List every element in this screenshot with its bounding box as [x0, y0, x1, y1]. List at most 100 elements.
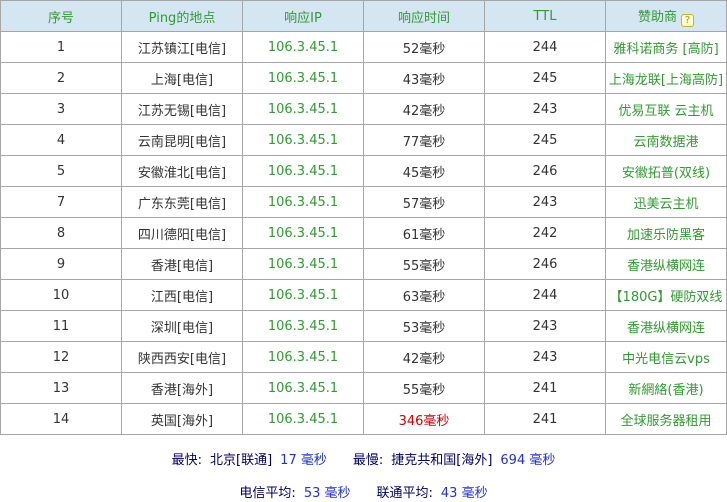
table-row: 14 英国[海外] 106.3.45.1 346毫秒 241 全球服务器租用 [0, 403, 727, 435]
cell-no: 7 [0, 186, 122, 218]
table-row: 11 深圳[电信] 106.3.45.1 53毫秒 243 香港纵横网连 [0, 310, 727, 342]
sponsor-link[interactable]: 香港纵横网连 [626, 258, 705, 274]
sponsor-link[interactable]: 加速乐防黑客 [626, 227, 705, 243]
cell-ip: 106.3.45.1 [242, 31, 364, 63]
cell-time: 63毫秒 [363, 279, 485, 311]
header-sponsor-label: 赞助商 [637, 9, 677, 25]
fastest-value: 17 毫秒 [280, 453, 327, 468]
sponsor-link[interactable]: 迅美云主机 [633, 196, 699, 212]
sponsor-link[interactable]: 云南数据港 [633, 134, 699, 150]
cell-ip: 106.3.45.1 [242, 372, 364, 404]
cell-ttl: 245 [484, 124, 606, 156]
cell-location: 四川德阳[电信] [121, 217, 243, 249]
cell-location: 陕西西安[电信] [121, 341, 243, 373]
cell-sponsor: 优易互联 云主机 [605, 93, 727, 125]
cell-no: 12 [0, 341, 122, 373]
cell-ip: 106.3.45.1 [242, 124, 364, 156]
cell-no: 8 [0, 217, 122, 249]
sponsor-link[interactable]: 上海龙联[上海高防] [608, 72, 724, 88]
cell-time: 55毫秒 [363, 248, 485, 280]
table-row: 13 香港[海外] 106.3.45.1 55毫秒 241 新網絡(香港) [0, 372, 727, 404]
cell-sponsor: 安徽拓普(双线) [605, 155, 727, 187]
fastest-location: 北京[联通] [210, 453, 273, 468]
sponsor-link[interactable]: 中光电信云vps [622, 351, 710, 367]
sponsor-link[interactable]: 雅科诺商务 [高防] [613, 41, 719, 57]
cell-location: 香港[电信] [121, 248, 243, 280]
cell-time: 57毫秒 [363, 186, 485, 218]
cell-location: 江苏无锡[电信] [121, 93, 243, 125]
table-row: 3 江苏无锡[电信] 106.3.45.1 42毫秒 243 优易互联 云主机 [0, 93, 727, 125]
cell-ttl: 246 [484, 155, 606, 187]
cell-no: 11 [0, 310, 122, 342]
cell-no: 9 [0, 248, 122, 280]
cell-ip: 106.3.45.1 [242, 217, 364, 249]
cell-sponsor: 加速乐防黑客 [605, 217, 727, 249]
cell-ip: 106.3.45.1 [242, 310, 364, 342]
cell-ttl: 243 [484, 93, 606, 125]
telecom-avg-value: 53 毫秒 [303, 486, 351, 501]
cell-ttl: 242 [484, 217, 606, 249]
sponsor-link[interactable]: 香港纵横网连 [626, 320, 705, 336]
cell-ttl: 241 [484, 372, 606, 404]
cell-ip: 106.3.45.1 [242, 403, 364, 435]
cell-sponsor: 中光电信云vps [605, 341, 727, 373]
cell-ttl: 241 [484, 403, 606, 435]
table-row: 8 四川德阳[电信] 106.3.45.1 61毫秒 242 加速乐防黑客 [0, 217, 727, 249]
cell-time: 45毫秒 [363, 155, 485, 187]
sponsor-link[interactable]: 新網絡(香港) [628, 382, 704, 398]
slowest-location: 捷克共和国[海外] [391, 453, 493, 468]
cell-no: 1 [0, 31, 122, 63]
cell-time: 43毫秒 [363, 62, 485, 94]
sponsor-link[interactable]: 全球服务器租用 [620, 413, 712, 429]
sponsor-link[interactable]: 优易互联 云主机 [618, 103, 714, 119]
averages-line: 电信平均: 53 毫秒 联通平均: 43 毫秒 [0, 482, 727, 501]
cell-no: 5 [0, 155, 122, 187]
cell-no: 13 [0, 372, 122, 404]
cell-ttl: 243 [484, 310, 606, 342]
table-header: 序号 Ping的地点 响应IP 响应时间 TTL 赞助商? [0, 0, 727, 32]
cell-sponsor: 香港纵横网连 [605, 310, 727, 342]
cell-ttl: 246 [484, 248, 606, 280]
cell-sponsor: 雅科诺商务 [高防] [605, 31, 727, 63]
cell-ip: 106.3.45.1 [242, 93, 364, 125]
table-body: 1 江苏镇江[电信] 106.3.45.1 52毫秒 244 雅科诺商务 [高防] 2 上海[… [0, 31, 727, 435]
cell-location: 江西[电信] [121, 279, 243, 311]
cell-time: 77毫秒 [363, 124, 485, 156]
cell-no: 2 [0, 62, 122, 94]
sponsor-link[interactable]: 安徽拓普(双线) [621, 165, 711, 181]
sponsor-link[interactable]: 【180G】硬防双线 [609, 289, 723, 305]
cell-location: 广东东莞[电信] [121, 186, 243, 218]
cell-ip: 106.3.45.1 [242, 279, 364, 311]
cell-location: 深圳[电信] [121, 310, 243, 342]
cell-no: 4 [0, 124, 122, 156]
cell-sponsor: 云南数据港 [605, 124, 727, 156]
summary-footer: 最快: 北京[联通] 17 毫秒 最慢: 捷克共和国[海外] 694 毫秒 电信平均: 53… [0, 449, 727, 501]
cell-time: 52毫秒 [363, 31, 485, 63]
cell-location: 香港[海外] [121, 372, 243, 404]
cell-ttl: 245 [484, 62, 606, 94]
cell-ip: 106.3.45.1 [242, 62, 364, 94]
cell-ttl: 243 [484, 341, 606, 373]
ping-results-table: 序号 Ping的地点 响应IP 响应时间 TTL 赞助商? 1 江苏镇江[电信] 1… [0, 0, 727, 435]
table-row: 7 广东东莞[电信] 106.3.45.1 57毫秒 243 迅美云主机 [0, 186, 727, 218]
fastest-label: 最快: [171, 453, 203, 468]
cell-no: 10 [0, 279, 122, 311]
cell-no: 3 [0, 93, 122, 125]
header-ip: 响应IP [242, 0, 364, 32]
unicom-avg-label: 联通平均: [376, 486, 433, 501]
table-row: 12 陕西西安[电信] 106.3.45.1 42毫秒 243 中光电信云vps [0, 341, 727, 373]
cell-ttl: 244 [484, 279, 606, 311]
slowest-value: 694 毫秒 [500, 453, 556, 468]
cell-sponsor: 全球服务器租用 [605, 403, 727, 435]
cell-ip: 106.3.45.1 [242, 186, 364, 218]
cell-location: 上海[电信] [121, 62, 243, 94]
help-icon[interactable]: ? [681, 13, 694, 27]
unicom-avg-value: 43 毫秒 [440, 486, 488, 501]
header-time: 响应时间 [363, 0, 485, 32]
cell-no: 14 [0, 403, 122, 435]
cell-ip: 106.3.45.1 [242, 155, 364, 187]
cell-location: 江苏镇江[电信] [121, 31, 243, 63]
slowest-label: 最慢: [352, 453, 384, 468]
cell-location: 英国[海外] [121, 403, 243, 435]
cell-ip: 106.3.45.1 [242, 248, 364, 280]
